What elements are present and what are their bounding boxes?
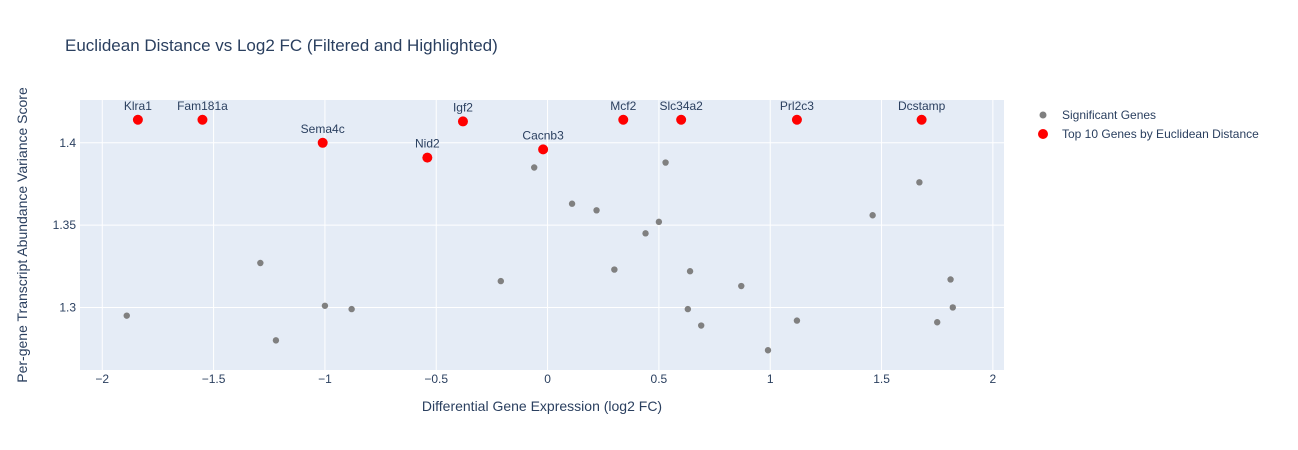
legend-label-significant: Significant Genes [1062, 108, 1156, 122]
legend-marker-top10 [1038, 129, 1048, 139]
gene-label: Fam181a [177, 99, 228, 113]
significant-gene-point[interactable] [593, 207, 600, 214]
significant-gene-point[interactable] [686, 268, 694, 275]
x-tick-label: 2 [990, 372, 997, 386]
top-gene-point[interactable] [422, 152, 433, 163]
significant-gene-point[interactable] [611, 266, 618, 273]
significant-gene-point[interactable] [662, 159, 669, 166]
top-gene-point[interactable] [916, 114, 927, 125]
significant-gene-point[interactable] [642, 230, 649, 237]
x-axis-label: Differential Gene Expression (log2 FC) [422, 398, 662, 414]
x-tick-label: −2 [95, 372, 109, 386]
gene-label: Nid2 [415, 137, 440, 151]
x-tick-label: 1 [767, 372, 774, 386]
top-gene-point[interactable] [791, 114, 802, 125]
significant-gene-point[interactable] [764, 347, 772, 354]
gene-label: Igf2 [453, 100, 473, 114]
significant-gene-point[interactable] [272, 337, 280, 344]
x-tick-labels: −2 −1.5 −1 −0.5 0 0.5 1 1.5 2 [95, 372, 996, 386]
point-labels: Klra1 Fam181a Sema4c Nid2 Igf2 Cacnb3 Mcf2 Slc3… [124, 99, 946, 151]
significant-gene-point[interactable] [348, 305, 355, 313]
x-tick-label: 0 [544, 372, 551, 386]
top-gene-point[interactable] [457, 116, 468, 127]
significant-gene-point[interactable] [738, 282, 745, 290]
gene-label: Dcstamp [898, 99, 946, 113]
significant-gene-point[interactable] [321, 302, 329, 309]
significant-gene-point[interactable] [123, 312, 130, 319]
significant-gene-point[interactable] [568, 200, 576, 207]
significant-gene-point[interactable] [793, 317, 801, 324]
significant-points [123, 159, 956, 354]
gene-label: Mcf2 [610, 99, 636, 113]
gene-label: Prl2c3 [780, 99, 814, 113]
significant-gene-point[interactable] [947, 276, 954, 283]
legend-label-top10: Top 10 Genes by Euclidean Distance [1062, 127, 1259, 141]
significant-gene-point[interactable] [697, 322, 705, 329]
significant-gene-point[interactable] [916, 179, 923, 186]
y-tick-label: 1.4 [59, 136, 76, 150]
significant-gene-point[interactable] [531, 164, 538, 171]
legend-item-significant[interactable]: Significant Genes [1039, 108, 1157, 122]
top-gene-point[interactable] [538, 144, 549, 155]
top-gene-point[interactable] [317, 137, 328, 148]
legend-item-top10[interactable]: Top 10 Genes by Euclidean Distance [1038, 127, 1259, 141]
significant-gene-point[interactable] [655, 218, 663, 226]
x-tick-label: 0.5 [651, 372, 668, 386]
y-axis-label: Per-gene Transcript Abundance Variance S… [14, 87, 30, 383]
y-tick-label: 1.3 [59, 300, 76, 314]
top-points [132, 114, 927, 163]
x-tick-label: −0.5 [424, 372, 448, 386]
gene-label: Sema4c [301, 122, 345, 136]
significant-gene-point[interactable] [684, 305, 692, 313]
gene-label: Cacnb3 [522, 128, 564, 142]
legend-marker-significant [1039, 111, 1047, 119]
chart-title: Euclidean Distance vs Log2 FC (Filtered … [65, 36, 498, 55]
significant-gene-point[interactable] [934, 319, 941, 326]
y-tick-labels: 1.3 1.35 1.4 [53, 136, 77, 315]
legend[interactable]: Significant Genes Top 10 Genes by Euclid… [1038, 108, 1259, 141]
top-gene-point[interactable] [618, 114, 629, 125]
x-tick-label: 1.5 [873, 372, 890, 386]
top-gene-point[interactable] [132, 114, 143, 125]
y-tick-label: 1.35 [53, 218, 77, 232]
x-tick-label: −1 [318, 372, 332, 386]
gene-label: Slc34a2 [659, 99, 703, 113]
top-gene-point[interactable] [676, 114, 687, 125]
significant-gene-point[interactable] [497, 277, 505, 285]
significant-gene-point[interactable] [257, 259, 264, 267]
significant-gene-point[interactable] [869, 212, 876, 219]
significant-gene-point[interactable] [949, 304, 956, 311]
gene-label: Klra1 [124, 99, 152, 113]
x-tick-label: −1.5 [202, 372, 226, 386]
top-gene-point[interactable] [197, 114, 208, 125]
